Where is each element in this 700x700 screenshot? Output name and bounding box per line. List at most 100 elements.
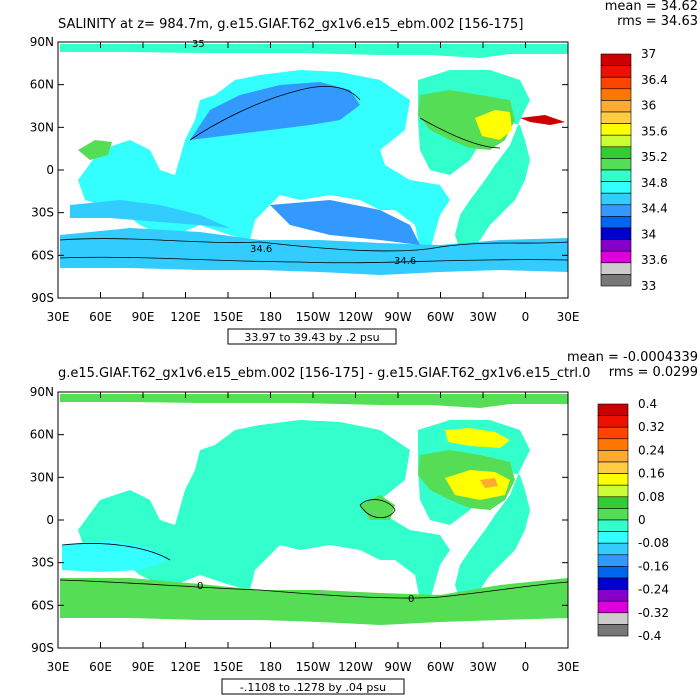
x-axis: 30E 60E 90E 120E 150E 180 150W 120W 90W 60W 30W 0 30… [47,42,579,324]
colorbar-swatch [600,100,632,113]
x-tick-label: 60W [427,660,454,674]
contour-line [61,543,171,561]
colorbar-swatch [600,146,632,159]
colorbar-swatch [597,600,629,614]
colorbar-label: -0.32 [638,606,669,620]
colorbar-label: -0.4 [638,629,661,643]
colorbar-swatch [597,542,629,556]
colorbar-label: -0.24 [638,583,669,597]
southern-ocean [60,228,568,275]
north-atlantic-yellow [445,428,510,448]
y-axis: 90N 60N 30N 0 30S 60S 90S [30,35,568,305]
y-tick-label: 60S [31,248,54,262]
contour-line [189,85,361,141]
mean-label: mean = -0.0004339 [567,350,698,365]
colorbar-swatch [597,519,629,532]
colorbar-label: 34.4 [641,202,668,216]
colorbar-label: 0.32 [638,420,665,434]
colorbar-swatch [600,239,632,252]
x-tick-label: 60E [89,660,112,674]
colorbar-swatch [597,577,629,590]
colorbar-label: 0.4 [638,397,657,411]
x-tick-label: 150E [213,660,244,674]
contour-label: 35 [192,39,205,50]
southern-ocean [60,578,568,625]
colorbar-label: 35.6 [641,124,668,138]
subtropical-orange [480,478,498,488]
x-tick-label: 60E [89,310,112,324]
colorbar-label: 33 [641,279,656,293]
north-atlantic-yellow [475,110,512,140]
x-tick-label: 180 [259,660,282,674]
x-tick-label: 90E [132,310,155,324]
colorbar-swatch [597,450,629,463]
indian-ocean-band [70,200,230,228]
x-tick-label: 60W [427,310,454,324]
y-tick-label: 90N [30,385,54,399]
colorbar-swatch [597,531,629,544]
colorbar-swatch [600,158,632,171]
x-tick-label: 30E [557,660,580,674]
colorbar-swatch [600,123,632,136]
x-tick-label: 30W [469,660,496,674]
colorbar-label: 37 [641,47,656,61]
y-tick-label: 30N [30,120,54,134]
colorbar-swatch [600,250,632,264]
colorbar-swatch [597,461,629,474]
y-axis: 90N 60N 30N 0 30S 60S 90S [30,385,568,655]
colorbar-label: -0.16 [638,559,669,573]
colorbar-swatch [597,496,629,509]
y-tick-label: 60S [31,598,54,612]
x-tick-label: 0 [522,310,530,324]
x-tick-label: 0 [522,660,530,674]
x-tick-label: 120W [338,310,373,324]
subtropical-yellow [445,470,510,500]
x-tick-label: 90E [132,660,155,674]
contour-line [59,256,569,264]
rms-label: rms = 0.0299 [609,365,698,380]
x-tick-label: 30E [47,310,70,324]
contour-line [419,117,501,149]
x-tick-label: 150W [296,660,331,674]
colorbar-swatch [597,426,629,440]
contour-label: 0 [408,594,414,605]
colorbar-swatch [600,192,632,206]
colorbar-swatch [600,262,632,275]
colorbar-swatch [597,438,629,451]
colorbar-label: 0 [638,513,646,527]
salinity-panel: SALINITY at z= 984.7m, g.e15.GIAF.T62_gx… [30,0,698,345]
colorbar-label: 34 [641,227,656,241]
indian-pacific-ocean [78,70,450,250]
y-tick-label: 0 [46,163,54,177]
contour-label: 0 [197,581,203,592]
x-tick-label: 180 [259,310,282,324]
colorbar-swatch [597,612,629,625]
difference-panel: g.e15.GIAF.T62_gx1v6.e15_ebm.002 [156-17… [30,350,698,695]
y-tick-label: 30S [31,206,54,220]
x-tick-label: 30E [47,660,70,674]
colorbar-label: 34.8 [641,176,668,190]
range-box [221,678,405,695]
x-tick-label: 90W [384,660,411,674]
x-tick-label: 150E [213,310,244,324]
y-tick-label: 90N [30,35,54,49]
colorbar-swatch [597,508,629,521]
colorbar-swatch [600,204,632,217]
colorbar-swatch [600,88,632,101]
colorbar-swatch [597,403,629,416]
colorbar-swatch [597,589,629,602]
contour-label: 34.6 [250,244,272,255]
x-tick-label: 30W [469,310,496,324]
colorbar-swatch [597,624,629,637]
rms-label: rms = 34.63 [617,14,698,29]
colorbar-label: 0.08 [638,490,665,504]
range-label: -.1108 to .1278 by .04 psu [240,681,386,694]
y-tick-label: 30S [31,556,54,570]
contour-label: 34.6 [394,256,416,267]
colorbar-swatch [597,566,629,579]
indian-pacific-ocean [78,420,450,600]
colorbar: 37 36.4 36 35.6 35.2 34.8 34.4 34 33.6 33 [600,47,668,293]
y-tick-label: 90S [31,291,54,305]
colorbar-swatch [600,53,632,66]
